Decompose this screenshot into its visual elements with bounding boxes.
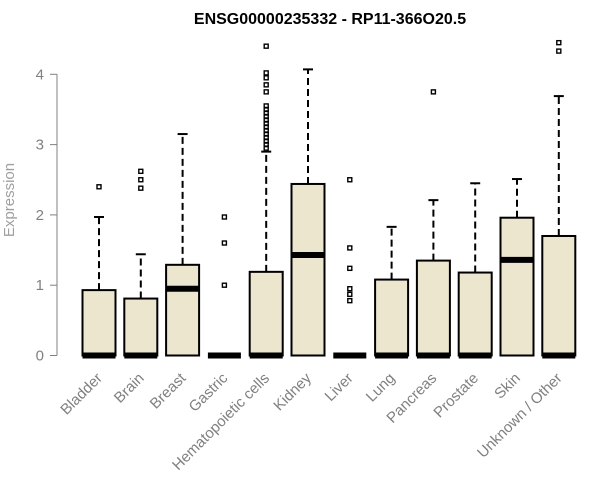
box-kidney	[290, 68, 326, 357]
outlier-point	[138, 168, 144, 175]
x-tick-label: Bladder	[57, 370, 106, 419]
x-tick-label: Liver	[322, 370, 357, 405]
outlier-point	[221, 240, 228, 246]
box-unknown-other	[541, 39, 577, 359]
box-prostate	[457, 182, 493, 359]
outlier-point	[347, 265, 353, 272]
box-skin	[499, 178, 535, 357]
y-axis-label: Expression	[1, 163, 18, 237]
outlier-point	[347, 297, 353, 304]
outlier-point	[138, 177, 144, 183]
y-tick-label: 2	[36, 207, 44, 224]
y-tick-label: 4	[36, 66, 44, 83]
outlier-point	[263, 82, 269, 88]
box-bladder	[81, 184, 117, 359]
box-lung	[374, 225, 410, 359]
outlier-point	[263, 89, 269, 95]
x-tick-label: Kidney	[270, 369, 315, 414]
outlier-point	[556, 48, 562, 54]
box-iqr	[374, 278, 410, 357]
box-pancreas	[415, 89, 451, 359]
outlier-point	[347, 286, 353, 292]
outlier-point	[347, 245, 353, 251]
outlier-point	[347, 177, 353, 183]
boxes-group	[81, 39, 577, 359]
x-tick-label: Lung	[363, 370, 399, 406]
box-iqr	[165, 263, 201, 357]
y-tick-label: 0	[36, 348, 44, 365]
outlier-point	[430, 89, 437, 95]
box-iqr	[248, 270, 284, 357]
box-iqr	[541, 234, 577, 357]
x-tick-label: Skin	[491, 370, 524, 403]
outlier-point	[221, 214, 228, 220]
y-tick-label: 1	[36, 277, 44, 294]
x-tick-label: Prostate	[430, 370, 482, 422]
chart-title: ENSG00000235332 - RP11-366O20.5	[194, 11, 466, 28]
y-tick-label: 3	[36, 137, 44, 154]
outlier-point	[138, 185, 144, 191]
box-iqr	[415, 259, 451, 357]
box-gastric	[207, 214, 241, 359]
y-axis: 0 1 2 3 4	[36, 66, 58, 365]
outlier-point	[263, 75, 269, 81]
box-iqr	[499, 216, 535, 357]
box-iqr	[81, 289, 117, 357]
outlier-point	[263, 70, 269, 76]
x-tick-label: Breast	[147, 369, 190, 412]
box-iqr	[123, 297, 159, 357]
box-hematopoietic-cells	[248, 43, 284, 359]
box-iqr	[290, 182, 326, 357]
box-iqr	[457, 271, 493, 357]
x-tick-label: Brain	[111, 370, 148, 407]
outlier-point	[556, 39, 562, 46]
box-liver	[333, 177, 367, 359]
box-brain	[123, 168, 159, 359]
outlier-point	[347, 291, 353, 298]
box-breast	[165, 133, 201, 357]
outlier-point	[263, 43, 269, 49]
outlier-point	[96, 184, 102, 190]
outlier-point	[221, 282, 228, 288]
outlier-point	[263, 103, 269, 109]
